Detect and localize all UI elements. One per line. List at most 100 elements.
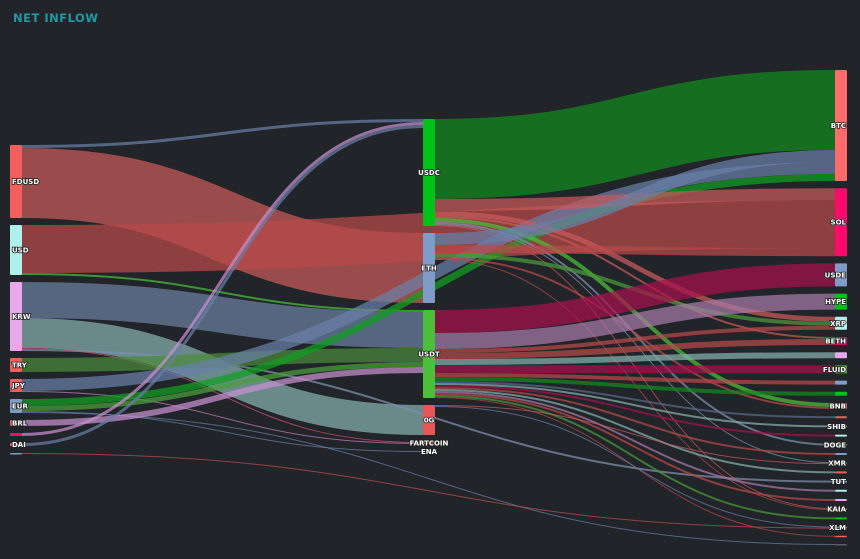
node-r-red2[interactable] <box>835 471 847 474</box>
node-bar[interactable] <box>835 316 847 330</box>
node-bar[interactable] <box>835 443 847 446</box>
node-bar[interactable] <box>835 263 847 287</box>
node-bar[interactable] <box>835 462 847 465</box>
node-bar[interactable] <box>10 443 22 446</box>
node-bar[interactable] <box>835 391 847 396</box>
node-bar[interactable] <box>423 405 435 435</box>
node-bar[interactable] <box>10 225 22 275</box>
node-r-blue[interactable] <box>835 380 847 385</box>
node-dai[interactable]: DAI <box>10 440 27 450</box>
node-bar[interactable] <box>423 119 435 226</box>
node-bar[interactable] <box>835 70 847 181</box>
node-r-gray[interactable] <box>835 544 847 546</box>
node-bar[interactable] <box>10 399 22 413</box>
flow-link-usdt-r_blue[interactable] <box>434 373 836 385</box>
node-l-pink[interactable] <box>10 433 22 436</box>
node-bar[interactable] <box>835 380 847 385</box>
node-jpy[interactable]: JPY <box>10 379 27 392</box>
flow-link-dai-usdc[interactable] <box>21 125 424 446</box>
flow-link-jpy-fartcoin[interactable] <box>21 391 424 444</box>
node-l-blue[interactable] <box>10 453 22 455</box>
flow-link-usdt-r_red[interactable] <box>434 381 836 419</box>
node-kaia[interactable]: KAIA <box>826 505 847 515</box>
flow-link-usdt-shib[interactable] <box>434 383 836 428</box>
node-bar[interactable] <box>423 233 435 303</box>
flow-link-usdt-beth[interactable] <box>434 339 836 359</box>
node-bar[interactable] <box>835 453 847 455</box>
node-fluid[interactable]: FLUID <box>822 365 847 375</box>
flow-link-0g-xmr[interactable] <box>434 405 836 465</box>
node-bar[interactable] <box>10 358 22 372</box>
node-usd[interactable]: USD <box>10 225 30 275</box>
flow-link-usdt-r_pink2[interactable] <box>434 393 836 501</box>
node-usdc[interactable]: USDC <box>417 119 441 226</box>
node-bar[interactable] <box>423 451 435 453</box>
node-r-red[interactable] <box>835 416 847 419</box>
node-bar[interactable] <box>423 310 435 398</box>
flow-link-usdt-r_red2[interactable] <box>434 389 836 474</box>
node-r-blue2[interactable] <box>835 453 847 455</box>
node-r-red3[interactable] <box>835 535 847 538</box>
node-bar[interactable] <box>423 442 435 444</box>
node-r-cyan2[interactable] <box>835 489 847 492</box>
flow-link-usdt-r_pink[interactable] <box>434 352 836 365</box>
flow-link-usdc-btc[interactable] <box>434 70 836 199</box>
flow-link-brl-usdt[interactable] <box>21 367 424 426</box>
flow-link-l_pink-usdc[interactable] <box>21 122 424 436</box>
flow-link-usdc-xrp[interactable] <box>434 211 836 322</box>
node-bar[interactable] <box>10 145 22 218</box>
node-sol[interactable]: SOL <box>830 188 847 257</box>
node-bar[interactable] <box>10 282 22 351</box>
node-bar[interactable] <box>835 526 847 529</box>
node-bar[interactable] <box>835 188 847 257</box>
flow-link-usdt-usde[interactable] <box>434 263 836 333</box>
node-bar[interactable] <box>835 416 847 419</box>
node-r-cyan[interactable] <box>835 434 847 437</box>
flow-link-usdt-r_cyan[interactable] <box>434 385 836 437</box>
node-bnb[interactable]: BNB <box>829 402 847 411</box>
flow-link-usdt-r_cyan2[interactable] <box>434 391 836 492</box>
flow-link-eth-bnb[interactable] <box>434 257 836 409</box>
node-bar[interactable] <box>835 480 847 483</box>
node-bar[interactable] <box>10 379 22 392</box>
flow-link-usdt-hype[interactable] <box>434 293 836 349</box>
node-bar[interactable] <box>835 293 847 310</box>
flow-link-eth-sol[interactable] <box>434 245 836 257</box>
node-eur[interactable]: EUR <box>10 399 29 413</box>
node-bar[interactable] <box>835 471 847 474</box>
node-tut[interactable]: TUT <box>830 477 847 487</box>
flow-link-fdusd-usdc[interactable] <box>21 119 424 148</box>
node-bar[interactable] <box>835 403 847 409</box>
flow-link-0g-xlm[interactable] <box>434 406 836 528</box>
flow-link-eur-r_gray[interactable] <box>21 412 836 545</box>
node-xrp[interactable]: XRP <box>829 316 847 330</box>
node-bar[interactable] <box>835 499 847 501</box>
flow-link-l_blue-xlm[interactable] <box>21 453 836 529</box>
node-bar[interactable] <box>835 535 847 538</box>
node-doge[interactable]: DOGE <box>823 440 847 450</box>
node-bar[interactable] <box>10 453 22 455</box>
node-0g[interactable]: 0G <box>423 405 435 435</box>
node-bar[interactable] <box>835 508 847 511</box>
node-bar[interactable] <box>835 517 847 520</box>
node-krw[interactable]: KRW <box>10 282 32 351</box>
node-bar[interactable] <box>835 337 847 345</box>
node-eth[interactable]: ETH <box>420 233 438 303</box>
node-bar[interactable] <box>835 489 847 492</box>
node-usdt[interactable]: USDT <box>418 310 441 398</box>
node-bar[interactable] <box>835 434 847 437</box>
node-bar[interactable] <box>835 352 847 359</box>
node-ena[interactable]: ENA <box>420 447 438 457</box>
flow-link-usdc-beth[interactable] <box>434 216 836 339</box>
node-bar[interactable] <box>835 544 847 546</box>
flow-link-eur-usdt[interactable] <box>21 362 424 411</box>
node-try[interactable]: TRY <box>10 358 29 372</box>
node-fdusd[interactable]: FDUSD <box>10 145 40 218</box>
node-xmr[interactable]: XMR <box>827 459 847 469</box>
node-hype[interactable]: HYPE <box>824 293 847 310</box>
flow-link-usdt-xrp[interactable] <box>434 325 836 353</box>
node-xlm[interactable]: XLM <box>828 523 847 533</box>
node-usde[interactable]: USDE <box>824 263 847 287</box>
flow-link-usdt-r_green[interactable] <box>434 377 836 396</box>
flow-link-usdt-r_blue2[interactable] <box>434 387 836 455</box>
